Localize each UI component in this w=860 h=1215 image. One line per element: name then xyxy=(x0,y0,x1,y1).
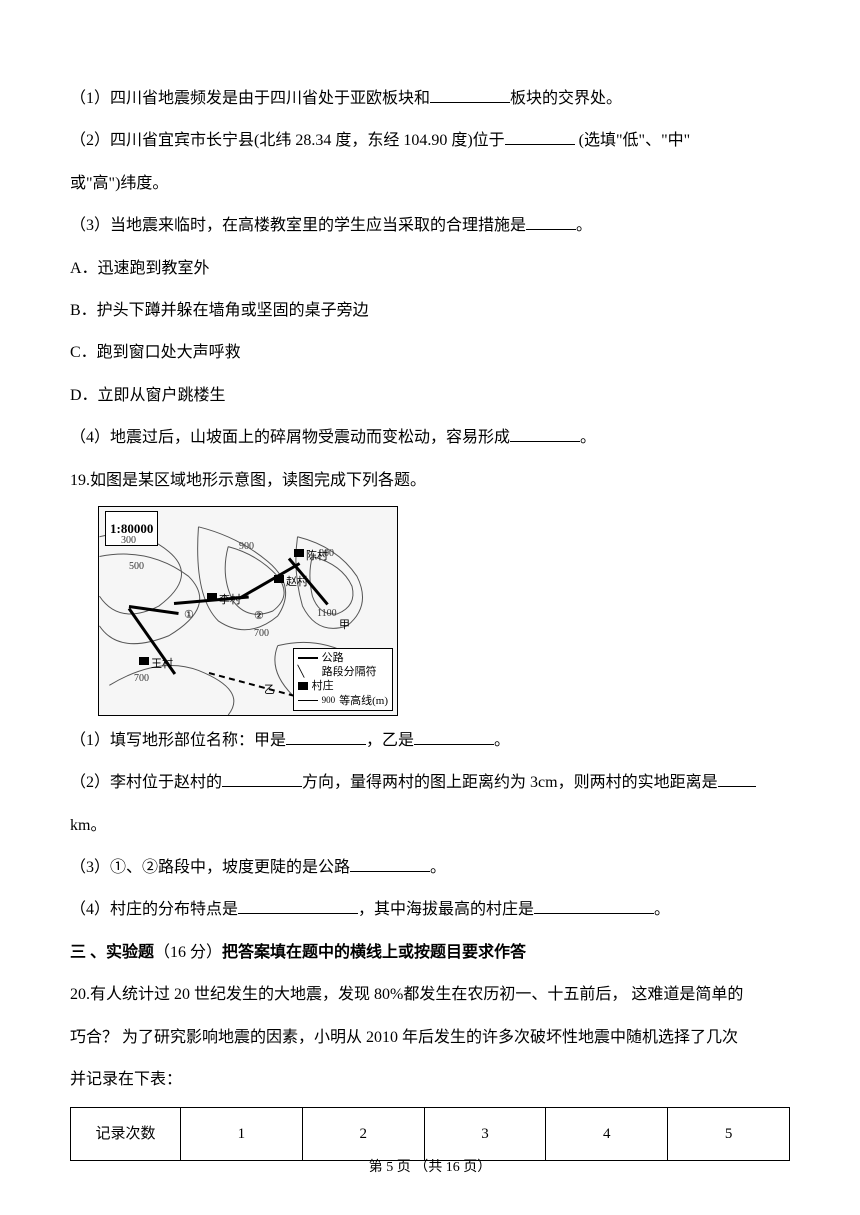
q4-blank[interactable] xyxy=(510,425,580,443)
q19-s1-a: （1）填写地形部位名称：甲是 xyxy=(70,732,286,749)
q3-option-a: A．迅速跑到教室外 xyxy=(70,250,790,288)
q3-line: （3）当地震来临时，在高楼教室里的学生应当采取的合理措施是 。 xyxy=(70,207,790,245)
q19-s4-c: 。 xyxy=(654,901,670,918)
q19-s2-blank2[interactable] xyxy=(718,770,756,788)
footer-c: 页） xyxy=(460,1160,492,1175)
marker-yi: 乙 xyxy=(264,677,275,703)
q19-intro: 19.如图是某区域地形示意图，读图完成下列各题。 xyxy=(70,462,790,500)
section3-title: 三 、实验题 xyxy=(70,944,154,961)
legend-village: 村庄 xyxy=(312,679,334,693)
q19-s1-b: ，乙是 xyxy=(366,732,414,749)
village-wang-marker xyxy=(139,657,149,665)
q19-s4-blank1[interactable] xyxy=(238,897,358,915)
village-icon xyxy=(298,682,308,690)
section3-header: 三 、实验题（16 分）把答案填在题中的横线上或按题目要求作答 xyxy=(70,934,790,972)
q19-s2-c: km。 xyxy=(70,817,106,834)
q19-s1-blank1[interactable] xyxy=(286,727,366,745)
village-wang-label: 王村 xyxy=(151,651,173,677)
q1-text-a: （1）四川省地震频发是由于四川省处于亚欧板块和 xyxy=(70,90,430,107)
village-li-label: 李村 xyxy=(219,587,241,613)
contour-700a: 700 xyxy=(134,667,149,691)
page-footer: 第 5 页 （共 16 页） xyxy=(0,1151,860,1185)
village-chen-marker xyxy=(294,549,304,557)
village-li-marker xyxy=(207,593,217,601)
legend-road: 公路 xyxy=(322,651,344,665)
q19-s3-a: （3）①、②路段中，坡度更陡的是公路 xyxy=(70,859,350,876)
q19-s3-blank[interactable] xyxy=(350,854,430,872)
footer-total: 16 xyxy=(446,1160,460,1175)
contour-1100: 1100 xyxy=(317,602,337,626)
q19-s2-a: （2）李村位于赵村的 xyxy=(70,774,222,791)
q3-option-b: B．护头下蹲并躲在墙角或坚固的桌子旁边 xyxy=(70,292,790,330)
q4-text-a: （4）地震过后，山坡面上的碎屑物受震动而变松动，容易形成 xyxy=(70,429,510,446)
q19-s4: （4）村庄的分布特点是 ，其中海拔最高的村庄是 。 xyxy=(70,891,790,929)
q4-text-b: 。 xyxy=(580,429,596,446)
q3-text-b: 。 xyxy=(576,217,592,234)
village-zhao-marker xyxy=(274,575,284,583)
q3-option-d: D．立即从窗户跳楼生 xyxy=(70,377,790,415)
contour-900a: 900 xyxy=(239,535,254,559)
q19-s4-a: （4）村庄的分布特点是 xyxy=(70,901,238,918)
q19-s3: （3）①、②路段中，坡度更陡的是公路 。 xyxy=(70,849,790,887)
q3-blank[interactable] xyxy=(526,213,576,231)
q19-s4-blank2[interactable] xyxy=(534,897,654,915)
q20-line2: 巧合？ 为了研究影响地震的因素，小明从 2010 年后发生的许多次破坏性地震中随… xyxy=(70,1019,790,1057)
contour-icon xyxy=(298,697,318,705)
q19-s2-b: 方向，量得两村的图上距离约为 3cm，则两村的实地距离是 xyxy=(302,774,718,791)
footer-a: 第 xyxy=(369,1160,387,1175)
q2-text-c: 或"高")纬度。 xyxy=(70,175,168,192)
marker-jia: 甲 xyxy=(339,612,350,638)
road-icon xyxy=(298,657,318,659)
q4-line: （4）地震过后，山坡面上的碎屑物受震动而变松动，容易形成 。 xyxy=(70,419,790,457)
legend-contour-sample: 900 xyxy=(322,695,336,707)
q19-s1-blank2[interactable] xyxy=(414,727,494,745)
separator-icon: ╲ xyxy=(298,665,318,679)
q2-line1: （2）四川省宜宾市长宁县(北纬 28.34 度，东经 104.90 度)位于 (… xyxy=(70,122,790,160)
q19-s1: （1）填写地形部位名称：甲是 ，乙是 。 xyxy=(70,722,790,760)
village-zhao-label: 赵村 xyxy=(286,569,308,595)
footer-b: 页 （共 xyxy=(393,1160,446,1175)
q2-blank[interactable] xyxy=(505,128,575,146)
q1-blank[interactable] xyxy=(430,85,510,103)
topographic-map: 1:80000 300 500 700 900 900 1100 700 900… xyxy=(98,506,398,716)
q19-s1-c: 。 xyxy=(494,732,510,749)
q2-text-a: （2）四川省宜宾市长宁县(北纬 28.34 度，东经 104.90 度)位于 xyxy=(70,132,505,149)
section3-instruction: 把答案填在题中的横线上或按题目要求作答 xyxy=(222,944,526,961)
q1-line: （1）四川省地震频发是由于四川省处于亚欧板块和 板块的交界处。 xyxy=(70,80,790,118)
q20-line3: 并记录在下表： xyxy=(70,1061,790,1099)
q20-line1: 20.有人统计过 20 世纪发生的大地震，发现 80%都发生在农历初一、十五前后… xyxy=(70,976,790,1014)
q1-text-b: 板块的交界处。 xyxy=(510,90,622,107)
q19-s2-line2: km。 xyxy=(70,807,790,845)
q2-line2: 或"高")纬度。 xyxy=(70,165,790,203)
q19-s3-b: 。 xyxy=(430,859,446,876)
marker-two: ② xyxy=(254,603,264,629)
q3-text-a: （3）当地震来临时，在高楼教室里的学生应当采取的合理措施是 xyxy=(70,217,526,234)
contour-500: 500 xyxy=(129,555,144,579)
q2-text-b: (选填"低"、"中" xyxy=(579,132,690,149)
section3-points: （16 分） xyxy=(154,944,222,961)
map-legend: 公路 ╲ 路段分隔符 村庄 900等高线(m) xyxy=(293,648,393,711)
legend-contour: 等高线(m) xyxy=(339,694,388,708)
contour-300: 300 xyxy=(121,529,136,553)
q19-s4-b: ，其中海拔最高的村庄是 xyxy=(358,901,534,918)
q3-option-c: C．跑到窗口处大声呼救 xyxy=(70,334,790,372)
village-chen-label: 陈村 xyxy=(306,543,328,569)
q19-s2-blank1[interactable] xyxy=(222,770,302,788)
legend-separator: 路段分隔符 xyxy=(322,665,377,679)
marker-one: ① xyxy=(184,602,194,628)
q19-s2-line1: （2）李村位于赵村的 方向，量得两村的图上距离约为 3cm，则两村的实地距离是 xyxy=(70,764,790,802)
